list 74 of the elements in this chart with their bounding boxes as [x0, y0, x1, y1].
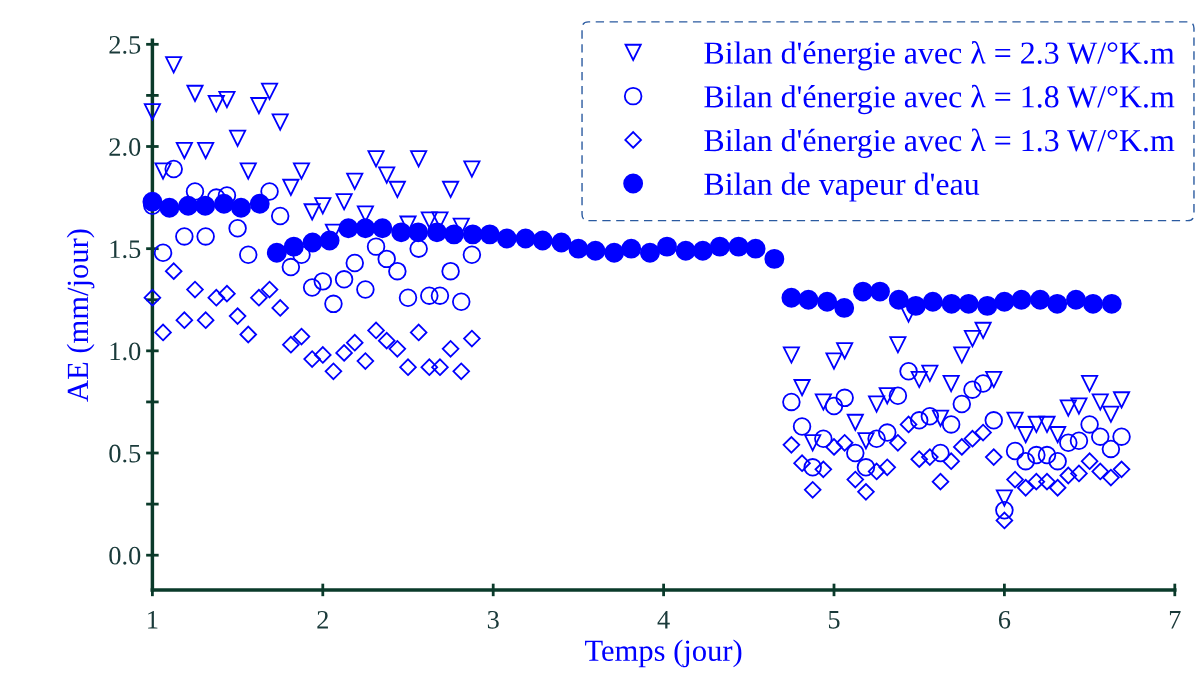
point [283, 236, 304, 257]
point [159, 197, 180, 218]
y-tick-label: 0.5 [109, 444, 141, 463]
point [1011, 289, 1032, 310]
x-tick-label: 7 [1169, 611, 1181, 629]
point [621, 238, 642, 259]
point [355, 218, 376, 239]
point [905, 295, 926, 316]
point [958, 293, 979, 314]
y-tick-label: 1.5 [110, 240, 141, 259]
point [515, 228, 536, 249]
x-axis-title: Temps (jour) [585, 639, 742, 668]
point [1101, 293, 1122, 314]
point [798, 289, 819, 310]
point [853, 281, 873, 302]
point [249, 193, 270, 214]
point [585, 240, 606, 261]
point [496, 228, 517, 249]
point [231, 197, 251, 218]
point [568, 238, 589, 259]
point [692, 240, 713, 261]
point [142, 191, 163, 212]
point [338, 218, 359, 239]
point [709, 236, 730, 257]
point [532, 230, 553, 251]
point [408, 222, 429, 243]
point [604, 242, 625, 263]
point [675, 240, 696, 261]
point [178, 195, 199, 216]
point [1047, 293, 1068, 314]
x-tick-label: 4 [657, 611, 670, 629]
point [427, 222, 447, 243]
legend-label: Bilan d'énergie avec λ = 1.3 W/°K.m [704, 128, 1175, 158]
point [372, 218, 393, 239]
y-tick-label: 2.5 [109, 36, 141, 54]
point [444, 224, 464, 245]
point [745, 238, 766, 259]
y-tick-label: 0.0 [109, 546, 141, 565]
x-tick-label: 6 [998, 610, 1011, 629]
point [888, 289, 909, 310]
point [941, 293, 962, 314]
point [657, 236, 677, 257]
point [214, 193, 234, 214]
x-tick-label: 5 [828, 611, 840, 629]
x-tick-label: 3 [487, 610, 499, 629]
point [834, 297, 855, 318]
point [764, 248, 785, 269]
point [922, 291, 943, 312]
point [781, 287, 802, 308]
x-tick-label: 2 [317, 610, 328, 629]
point [266, 242, 287, 263]
point [728, 236, 749, 257]
point [1083, 293, 1103, 314]
y-tick-label: 2.0 [109, 138, 141, 157]
legend-label: Bilan d'énergie avec λ = 2.3 W/°K.m [704, 41, 1175, 71]
y-axis-title: AE (mm/jour) [66, 229, 95, 402]
point [479, 224, 500, 245]
legend-label: Bilan d'énergie avec λ = 1.8 W/°K.m [704, 84, 1175, 115]
point [1030, 289, 1051, 310]
point [977, 295, 998, 316]
point [994, 291, 1015, 312]
point [817, 291, 838, 312]
point [302, 232, 323, 253]
point [640, 242, 660, 263]
x-tick-label: 1 [148, 610, 158, 629]
point [462, 224, 483, 245]
point [551, 232, 572, 253]
point [1066, 289, 1086, 310]
y-tick-label: 1.0 [110, 342, 141, 361]
legend-label: Bilan de vapeur d'eau [704, 172, 980, 202]
point [870, 281, 890, 302]
point [195, 195, 216, 216]
point [319, 230, 340, 251]
point [391, 222, 412, 243]
